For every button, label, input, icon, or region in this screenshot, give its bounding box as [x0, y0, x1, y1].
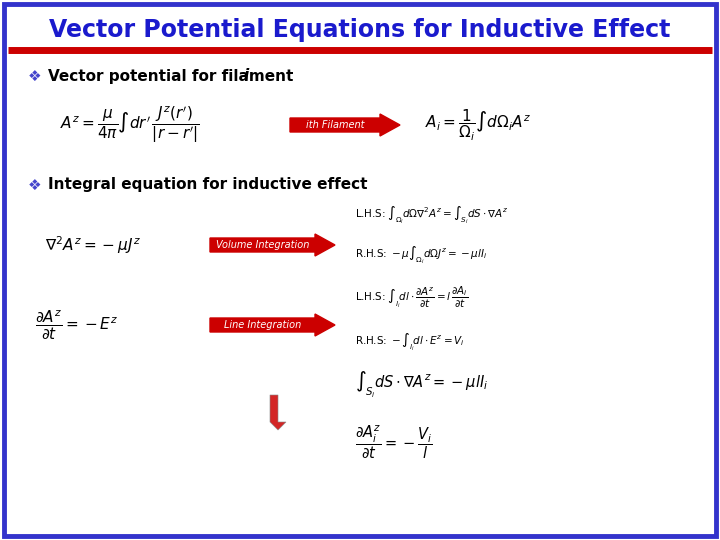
- Text: L.H.S:$\;\int_{l_i}dl\cdot\dfrac{\partial A^z}{\partial t} = l\,\dfrac{\partial : L.H.S:$\;\int_{l_i}dl\cdot\dfrac{\partia…: [355, 285, 468, 309]
- Polygon shape: [210, 314, 335, 336]
- Text: Vector potential for filament: Vector potential for filament: [48, 69, 299, 84]
- Text: Line Integration: Line Integration: [224, 320, 301, 330]
- Text: L.H.S:$\;\int_{\Omega_i}d\Omega\nabla^2 A^z = \int_{S_i}dS\cdot\nabla A^z$: L.H.S:$\;\int_{\Omega_i}d\Omega\nabla^2 …: [355, 204, 508, 226]
- Text: Volume Integration: Volume Integration: [216, 240, 309, 250]
- Text: ❖: ❖: [28, 178, 42, 192]
- Text: i: i: [244, 69, 249, 84]
- Polygon shape: [210, 234, 335, 256]
- Text: $A_i = \dfrac{1}{\Omega_i}\int d\Omega_i A^z$: $A_i = \dfrac{1}{\Omega_i}\int d\Omega_i…: [425, 107, 531, 143]
- Text: $\int_{S_i} dS\cdot\nabla A^z = -\mu l I_i$: $\int_{S_i} dS\cdot\nabla A^z = -\mu l I…: [355, 370, 488, 400]
- Text: ith Filament: ith Filament: [306, 120, 364, 130]
- Text: $\nabla^2 A^z = -\mu J^z$: $\nabla^2 A^z = -\mu J^z$: [45, 234, 141, 256]
- Polygon shape: [290, 114, 400, 136]
- Text: $\dfrac{\partial A^z}{\partial t} = -E^z$: $\dfrac{\partial A^z}{\partial t} = -E^z…: [35, 308, 118, 342]
- Text: R.H.S:$\;-\int_{l_i}dl\cdot E^z = V_i$: R.H.S:$\;-\int_{l_i}dl\cdot E^z = V_i$: [355, 331, 465, 353]
- Text: R.H.S:$\;-\mu\int_{\Omega_i}d\Omega J^z = -\mu l I_i$: R.H.S:$\;-\mu\int_{\Omega_i}d\Omega J^z …: [355, 244, 487, 266]
- Text: Integral equation for inductive effect: Integral equation for inductive effect: [48, 178, 367, 192]
- Text: $\dfrac{\partial A^z_i}{\partial t} = -\dfrac{V_i}{l}$: $\dfrac{\partial A^z_i}{\partial t} = -\…: [355, 423, 433, 461]
- Text: ❖: ❖: [28, 69, 42, 84]
- Text: $A^z = \dfrac{\mu}{4\pi}\int dr'\,\dfrac{J^z(r')}{|r-r'|}$: $A^z = \dfrac{\mu}{4\pi}\int dr'\,\dfrac…: [60, 105, 199, 145]
- Text: Vector Potential Equations for Inductive Effect: Vector Potential Equations for Inductive…: [49, 18, 671, 42]
- Polygon shape: [270, 395, 286, 430]
